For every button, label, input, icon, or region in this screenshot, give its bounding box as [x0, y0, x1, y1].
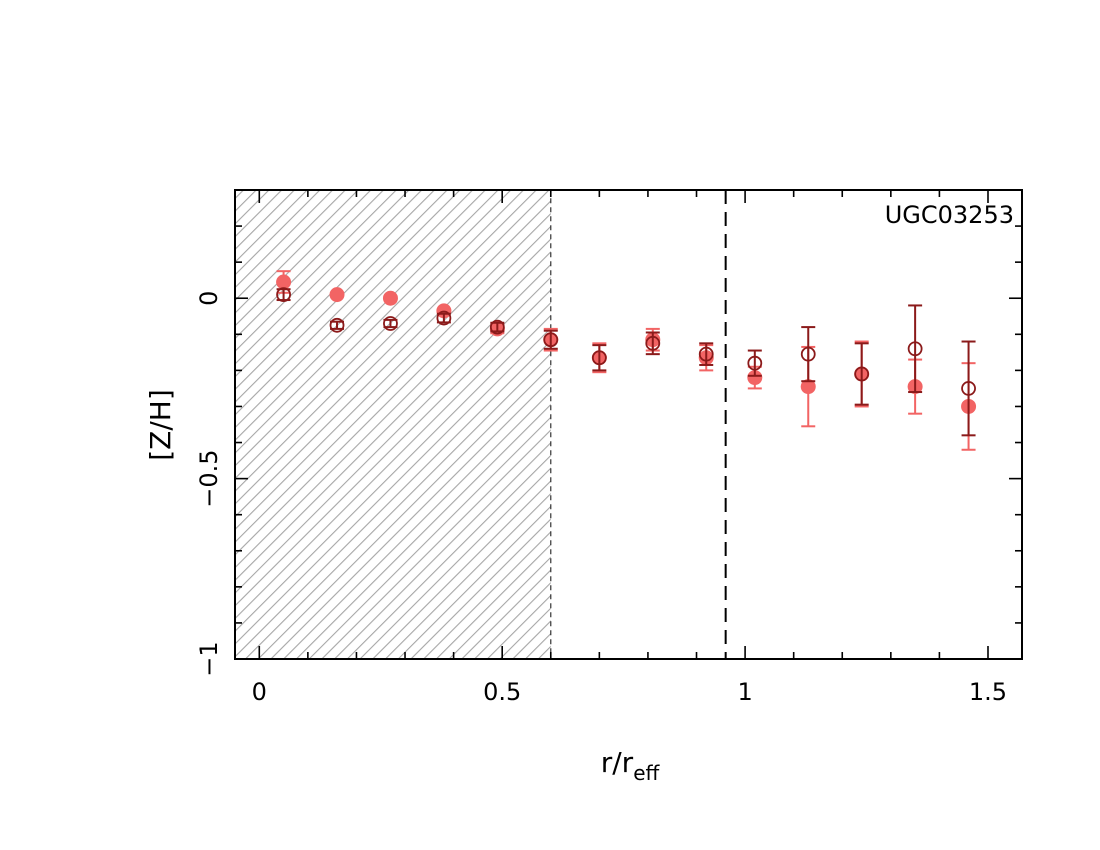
filled-point [329, 287, 345, 303]
y-tick-label: 0 [195, 291, 223, 306]
plot-frame [234, 189, 1023, 660]
x-axis-label-main: r/r [601, 746, 634, 779]
filled-point [800, 379, 816, 395]
open-point [329, 317, 345, 333]
open-point [591, 350, 607, 366]
x-tick-label: 1 [737, 678, 752, 706]
x-tick-label: 0.5 [483, 678, 521, 706]
y-tick-label: −1 [195, 641, 223, 676]
open-point [645, 335, 661, 351]
open-point [800, 346, 816, 362]
data-points [276, 270, 977, 451]
open-point [854, 366, 870, 382]
x-tick-label: 1.5 [969, 678, 1007, 706]
open-point [698, 346, 714, 362]
x-axis-label-sub: eff [633, 761, 660, 785]
y-tick-labels: 0 −0.5 −1 [195, 291, 223, 677]
open-point [747, 355, 763, 371]
open-point [961, 381, 976, 396]
y-tick-label: −0.5 [195, 449, 223, 507]
open-point [543, 332, 559, 348]
open-point [276, 287, 291, 303]
x-tick-labels: 0 0.5 1 1.5 [252, 678, 1007, 706]
filled-point [747, 370, 763, 386]
excluded-region-hatch [235, 190, 552, 659]
open-point [383, 316, 398, 331]
x-tick-label: 0 [252, 678, 267, 706]
open-point [907, 341, 923, 357]
x-axis-label: r/reff [601, 746, 661, 785]
y-axis-label: [Z/H] [144, 389, 177, 461]
open-point [489, 319, 505, 335]
filled-point [382, 290, 398, 306]
filled-point [276, 274, 292, 290]
open-point [436, 310, 452, 326]
galaxy-label: UGC03253 [885, 201, 1014, 229]
